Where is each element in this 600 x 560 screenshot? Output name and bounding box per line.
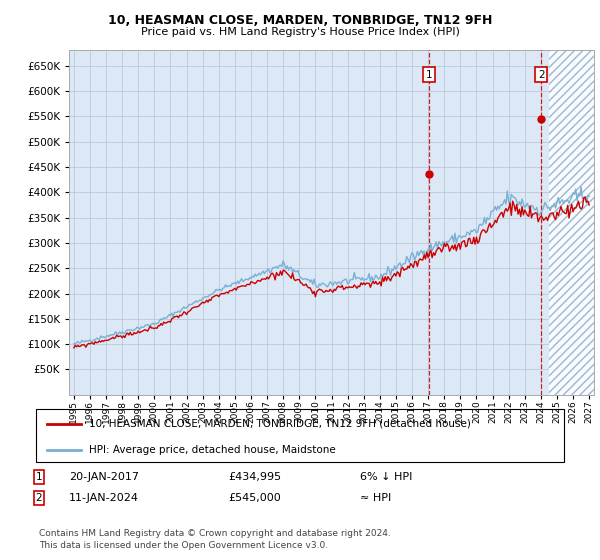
Text: 10, HEASMAN CLOSE, MARDEN, TONBRIDGE, TN12 9FH: 10, HEASMAN CLOSE, MARDEN, TONBRIDGE, TN… bbox=[108, 14, 492, 27]
Text: 2: 2 bbox=[538, 69, 545, 80]
Text: 20-JAN-2017: 20-JAN-2017 bbox=[69, 472, 139, 482]
Text: 2: 2 bbox=[35, 493, 43, 503]
Text: 1: 1 bbox=[425, 69, 432, 80]
Text: 6% ↓ HPI: 6% ↓ HPI bbox=[360, 472, 412, 482]
Text: Price paid vs. HM Land Registry's House Price Index (HPI): Price paid vs. HM Land Registry's House … bbox=[140, 27, 460, 37]
Bar bbox=[549, 50, 600, 395]
Text: 10, HEASMAN CLOSE, MARDEN, TONBRIDGE, TN12 9FH (detached house): 10, HEASMAN CLOSE, MARDEN, TONBRIDGE, TN… bbox=[89, 419, 470, 429]
Text: 1: 1 bbox=[35, 472, 43, 482]
Text: £545,000: £545,000 bbox=[228, 493, 281, 503]
Text: 11-JAN-2024: 11-JAN-2024 bbox=[69, 493, 139, 503]
Text: £434,995: £434,995 bbox=[228, 472, 281, 482]
Text: ≈ HPI: ≈ HPI bbox=[360, 493, 391, 503]
Text: HPI: Average price, detached house, Maidstone: HPI: Average price, detached house, Maid… bbox=[89, 445, 335, 455]
Text: Contains HM Land Registry data © Crown copyright and database right 2024.
This d: Contains HM Land Registry data © Crown c… bbox=[39, 529, 391, 550]
